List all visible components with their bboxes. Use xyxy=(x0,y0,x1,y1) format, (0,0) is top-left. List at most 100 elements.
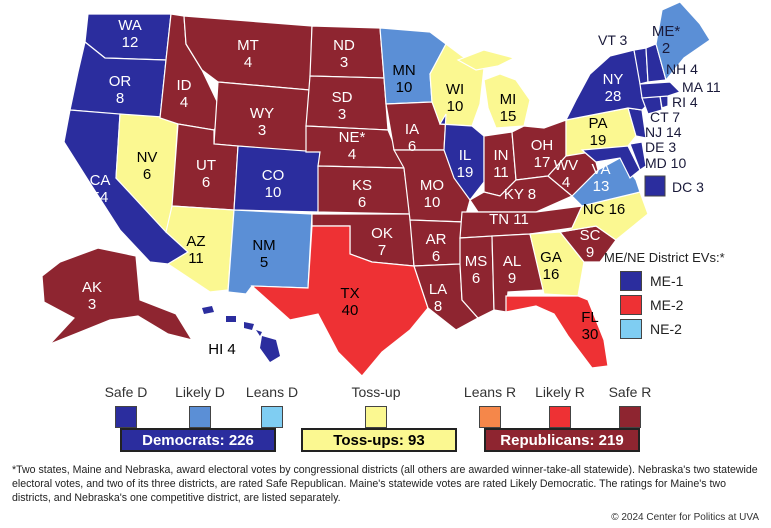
label-co: CO 10 xyxy=(262,167,285,201)
rating-swatch xyxy=(549,406,571,428)
rating-swatch xyxy=(115,406,137,428)
rating-likely-d: Likely D xyxy=(160,384,240,428)
label-mt: MT 4 xyxy=(237,37,259,71)
district-swatch xyxy=(620,271,642,291)
rating-swatch xyxy=(189,406,211,428)
label-ok: OK 7 xyxy=(371,225,393,259)
rating-leans-d: Leans D xyxy=(232,384,312,428)
democrats-total: Democrats: 226 xyxy=(120,428,276,452)
district-swatch xyxy=(620,319,642,339)
label-in: IN 11 xyxy=(493,147,509,181)
rating-label: Leans R xyxy=(463,384,517,400)
rating-swatch xyxy=(619,406,641,428)
label-ky: KY 8 xyxy=(504,186,536,203)
label-ny: NY 28 xyxy=(603,71,624,105)
label-nv: NV 6 xyxy=(137,149,158,183)
rating-label: Toss-up xyxy=(351,384,401,400)
label-ri: RI 4 xyxy=(672,94,698,110)
district-ne-2: NE-2 xyxy=(620,318,682,340)
label-nc: NC 16 xyxy=(583,201,626,218)
state-ma xyxy=(639,81,682,99)
state-tx xyxy=(250,225,429,377)
footnote: *Two states, Maine and Nebraska, award e… xyxy=(12,464,758,504)
state-me xyxy=(655,1,711,82)
district-legend-title: ME/NE District EVs:* xyxy=(604,250,725,265)
label-mi: MI 15 xyxy=(500,91,517,125)
rating-label: Likely D xyxy=(175,384,225,400)
label-la: LA 8 xyxy=(429,281,447,315)
label-ak: AK 3 xyxy=(82,279,102,313)
label-ne: NE* 4 xyxy=(339,129,366,163)
label-dc: DC 3 xyxy=(672,179,704,195)
district-label: ME-2 xyxy=(650,297,684,313)
label-ar: AR 6 xyxy=(426,231,447,265)
state-labels: WA 12 OR 8 CA 54 NV 6 ID 4 MT 4 WY 3 UT 6 AZ 11 CO 10 NM 5 ND 3… xyxy=(82,17,680,358)
label-mo: MO 10 xyxy=(420,177,444,211)
label-ca: CA 54 xyxy=(90,172,111,206)
state-md xyxy=(580,145,641,179)
rating-likely-r: Likely R xyxy=(520,384,600,428)
label-sc: SC 9 xyxy=(580,227,601,261)
label-wv: WV 4 xyxy=(554,157,578,191)
rating-label: Safe R xyxy=(608,384,652,400)
label-va: VA 13 xyxy=(592,161,611,195)
label-sd: SD 3 xyxy=(332,89,353,123)
label-wa: WA 12 xyxy=(118,17,142,51)
district-me-2: ME-2 xyxy=(620,294,683,316)
label-ms: MS 6 xyxy=(465,253,488,287)
label-nd: ND 3 xyxy=(333,37,355,71)
district-label: NE-2 xyxy=(650,321,682,337)
label-ct: CT 7 xyxy=(650,109,680,125)
rating-safe-r: Safe R xyxy=(590,384,670,428)
district-swatch xyxy=(620,295,642,315)
state-mi xyxy=(483,73,531,129)
label-nh: NH 4 xyxy=(666,61,698,77)
dc-swatch xyxy=(644,175,666,197)
rating-label: Leans D xyxy=(245,384,299,400)
label-ks: KS 6 xyxy=(352,177,372,211)
label-nj: NJ 14 xyxy=(645,124,682,140)
label-vt: VT 3 xyxy=(598,32,628,48)
label-al: AL 9 xyxy=(503,253,521,287)
label-ma: MA 11 xyxy=(682,79,721,95)
label-mn: MN 10 xyxy=(392,62,415,96)
label-tx: TX 40 xyxy=(340,285,359,319)
label-tn: TN 11 xyxy=(489,211,529,228)
label-de: DE 3 xyxy=(645,139,676,155)
label-md: MD 10 xyxy=(645,155,686,171)
label-il: IL 19 xyxy=(457,147,474,181)
state-ri xyxy=(659,95,669,109)
state-hi xyxy=(202,306,280,362)
rating-label: Likely R xyxy=(535,384,585,400)
district-me-1: ME-1 xyxy=(620,270,683,292)
label-ut: UT 6 xyxy=(196,157,216,191)
label-fl: FL 30 xyxy=(581,309,599,343)
label-id: ID 4 xyxy=(177,77,192,111)
label-ga: GA 16 xyxy=(540,249,562,283)
state-fl xyxy=(505,295,609,369)
label-wi: WI 10 xyxy=(446,81,464,115)
label-or: OR 8 xyxy=(109,73,132,107)
label-oh: OH 17 xyxy=(531,137,554,171)
rating-label: Safe D xyxy=(104,384,148,400)
tossups-total: Toss-ups: 93 xyxy=(301,428,457,452)
rating-swatch xyxy=(261,406,283,428)
state-ga xyxy=(529,231,585,297)
label-wy: WY 3 xyxy=(250,105,274,139)
label-pa: PA 19 xyxy=(589,115,608,149)
label-nm: NM 5 xyxy=(252,237,275,271)
state-de xyxy=(629,141,647,171)
label-me: ME* 2 xyxy=(652,23,681,57)
rating-leans-r: Leans R xyxy=(450,384,530,428)
label-az: AZ 11 xyxy=(186,233,205,267)
state-mi-up xyxy=(456,49,516,71)
electoral-map: WA 12 OR 8 CA 54 NV 6 ID 4 MT 4 WY 3 UT 6 AZ 11 CO 10 NM 5 ND 3… xyxy=(41,1,721,377)
district-label: ME-1 xyxy=(650,273,684,289)
label-ia: IA 6 xyxy=(405,121,419,155)
republicans-total: Republicans: 219 xyxy=(484,428,640,452)
state-ak xyxy=(41,247,194,345)
label-hi: HI 4 xyxy=(208,341,236,358)
rating-safe-d: Safe D xyxy=(86,384,166,428)
copyright: © 2024 Center for Politics at UVA xyxy=(611,512,759,523)
rating-toss-up: Toss-up xyxy=(336,384,416,428)
